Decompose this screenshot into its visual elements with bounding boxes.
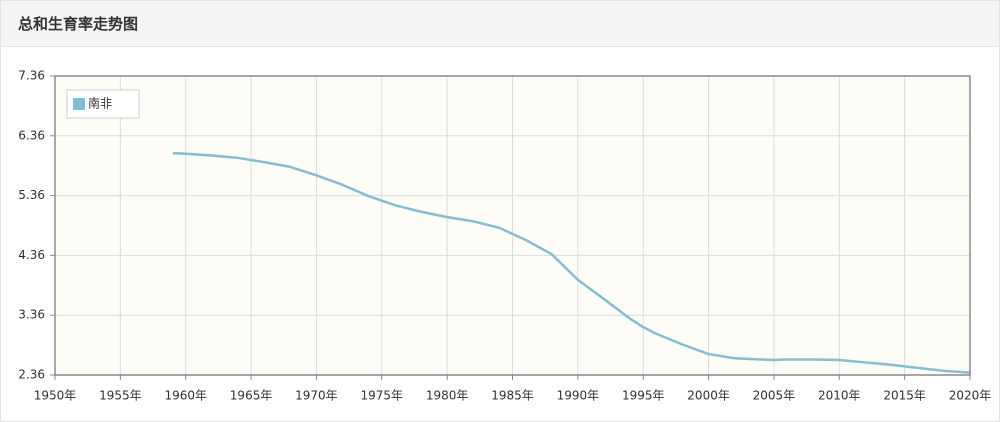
x-tick-label: 1990年 — [557, 389, 600, 403]
y-tick-label: 5.36 — [18, 188, 45, 202]
y-tick-label: 6.36 — [18, 128, 45, 142]
x-tick-label: 1985年 — [491, 389, 534, 403]
x-tick-label: 1955年 — [99, 389, 142, 403]
x-tick-label: 1995年 — [622, 389, 665, 403]
legend: 南非 — [66, 89, 140, 119]
panel-header: 总和生育率走势图 — [1, 1, 999, 47]
x-tick-label: 2005年 — [753, 389, 796, 403]
y-tick-label: 3.36 — [18, 308, 45, 322]
y-tick-label: 2.36 — [18, 368, 45, 382]
x-tick-label: 2000年 — [687, 389, 730, 403]
x-tick-label: 1960年 — [164, 389, 207, 403]
line — [172, 151, 971, 374]
x-tick-label: 1980年 — [426, 389, 469, 403]
y-tick-label: 7.36 — [18, 69, 45, 83]
x-tick-label: 2020年 — [949, 389, 992, 403]
marks — [172, 151, 971, 374]
x-tick-label: 2015年 — [883, 389, 926, 403]
legend-label: 南非 — [88, 96, 112, 111]
chart-title: 总和生育率走势图 — [18, 15, 139, 33]
x-tick-label: 1975年 — [361, 389, 404, 403]
x-tick-label: 1950年 — [34, 389, 77, 403]
x-tick-label: 1965年 — [230, 389, 273, 403]
legend-swatch — [73, 98, 85, 110]
x-tick-label: 2010年 — [818, 389, 861, 403]
x-tick-label: 1970年 — [295, 389, 338, 403]
y-tick-label: 4.36 — [18, 248, 45, 262]
